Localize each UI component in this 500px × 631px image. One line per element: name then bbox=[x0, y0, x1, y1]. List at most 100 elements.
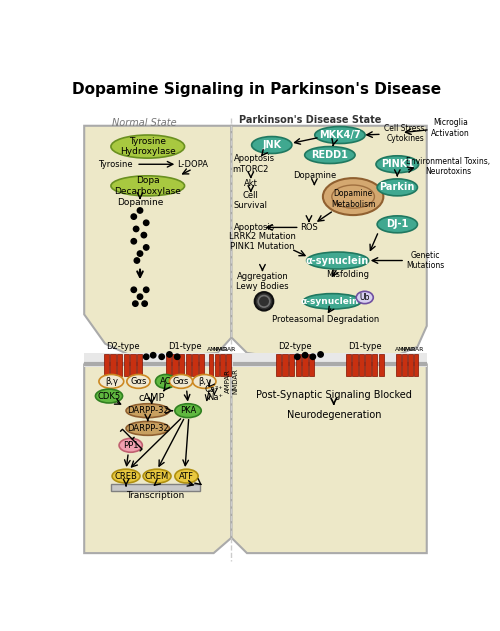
Ellipse shape bbox=[112, 469, 140, 483]
Circle shape bbox=[138, 208, 142, 213]
Circle shape bbox=[318, 351, 324, 357]
Text: Normal State: Normal State bbox=[112, 119, 176, 129]
Ellipse shape bbox=[111, 135, 184, 158]
Text: ATF: ATF bbox=[179, 471, 194, 481]
Text: LRRK2 Mutation
PINK1 Mutation: LRRK2 Mutation PINK1 Mutation bbox=[229, 232, 296, 251]
Text: Dopamine
Metabolism: Dopamine Metabolism bbox=[331, 189, 376, 209]
Bar bbox=[276, 355, 281, 376]
Bar bbox=[166, 355, 171, 376]
Circle shape bbox=[134, 227, 139, 232]
Text: Dopamine Signaling in Parkinson's Disease: Dopamine Signaling in Parkinson's Diseas… bbox=[72, 82, 441, 97]
Text: Neurodegeneration: Neurodegeneration bbox=[286, 410, 381, 420]
Text: D1-type: D1-type bbox=[168, 342, 202, 351]
Text: Microglia
Activation: Microglia Activation bbox=[432, 119, 470, 138]
Bar bbox=[130, 355, 136, 376]
Ellipse shape bbox=[119, 439, 142, 452]
Text: AMPAR: AMPAR bbox=[207, 346, 228, 351]
Ellipse shape bbox=[306, 252, 368, 269]
Text: NMDAR: NMDAR bbox=[400, 346, 423, 351]
Bar bbox=[214, 355, 219, 376]
Ellipse shape bbox=[126, 404, 170, 418]
Text: α-synuclein: α-synuclein bbox=[300, 297, 359, 306]
Bar bbox=[372, 355, 378, 376]
Text: β,γ: β,γ bbox=[198, 377, 211, 386]
Ellipse shape bbox=[143, 469, 171, 483]
Text: Dopamine: Dopamine bbox=[117, 198, 163, 207]
Ellipse shape bbox=[126, 422, 170, 435]
Ellipse shape bbox=[175, 469, 198, 483]
Text: AC: AC bbox=[160, 377, 172, 386]
Ellipse shape bbox=[304, 146, 355, 163]
Text: JNK: JNK bbox=[262, 140, 281, 150]
Circle shape bbox=[141, 232, 146, 238]
Ellipse shape bbox=[96, 389, 122, 403]
Text: CREB: CREB bbox=[114, 471, 138, 481]
Bar bbox=[402, 355, 407, 376]
Circle shape bbox=[144, 287, 149, 293]
Polygon shape bbox=[84, 126, 232, 357]
Ellipse shape bbox=[99, 374, 124, 388]
Text: D2-type: D2-type bbox=[106, 342, 140, 351]
Circle shape bbox=[302, 353, 308, 358]
Bar bbox=[309, 355, 314, 376]
Text: Gαs: Gαs bbox=[130, 377, 146, 386]
Bar bbox=[408, 355, 412, 376]
Text: CREM: CREM bbox=[145, 471, 169, 481]
Text: DJ-1: DJ-1 bbox=[386, 220, 408, 229]
Bar bbox=[104, 355, 109, 376]
Ellipse shape bbox=[175, 404, 201, 418]
Text: Tyrosine
Hydroxylase: Tyrosine Hydroxylase bbox=[120, 137, 176, 156]
Ellipse shape bbox=[376, 156, 418, 173]
Polygon shape bbox=[84, 365, 232, 553]
Bar bbox=[84, 353, 427, 367]
Text: AMPAR: AMPAR bbox=[395, 346, 416, 351]
Bar bbox=[414, 355, 418, 376]
Circle shape bbox=[142, 301, 148, 306]
Text: Apoptosis: Apoptosis bbox=[234, 223, 276, 232]
Circle shape bbox=[294, 354, 300, 360]
Text: DARPP-32: DARPP-32 bbox=[127, 424, 168, 433]
Bar bbox=[346, 355, 351, 376]
Ellipse shape bbox=[156, 374, 176, 388]
Text: cAMP: cAMP bbox=[138, 392, 165, 403]
Bar bbox=[226, 355, 231, 376]
Ellipse shape bbox=[111, 176, 184, 196]
Bar bbox=[198, 355, 204, 376]
Bar bbox=[282, 355, 288, 376]
Text: α-synuclein: α-synuclein bbox=[306, 256, 369, 266]
Text: mTORC2: mTORC2 bbox=[232, 165, 269, 174]
Text: Dopamine: Dopamine bbox=[293, 172, 336, 180]
Ellipse shape bbox=[170, 374, 192, 388]
Text: Na⁺: Na⁺ bbox=[207, 393, 223, 402]
Text: Parkin: Parkin bbox=[380, 182, 415, 192]
Text: Tyrosine: Tyrosine bbox=[98, 160, 132, 168]
Bar bbox=[172, 355, 178, 376]
Text: Akt: Akt bbox=[244, 179, 258, 188]
Ellipse shape bbox=[192, 374, 216, 388]
Ellipse shape bbox=[377, 216, 418, 233]
Text: Cell
Survival: Cell Survival bbox=[234, 191, 268, 210]
Text: PP1: PP1 bbox=[123, 441, 138, 450]
Bar bbox=[124, 355, 129, 376]
Text: Dopa
Decarboxylase: Dopa Decarboxylase bbox=[114, 176, 181, 196]
Ellipse shape bbox=[315, 127, 365, 143]
Ellipse shape bbox=[303, 293, 362, 309]
Circle shape bbox=[150, 353, 156, 358]
Ellipse shape bbox=[377, 179, 418, 196]
Text: MKK4/7: MKK4/7 bbox=[319, 130, 361, 140]
Bar bbox=[110, 355, 116, 376]
Bar bbox=[296, 355, 301, 376]
Text: Genetic
Mutations: Genetic Mutations bbox=[406, 251, 445, 270]
Bar bbox=[358, 355, 364, 376]
Bar bbox=[352, 355, 358, 376]
Text: D1-type: D1-type bbox=[348, 342, 382, 351]
Text: Environmental Toxins,
Neurotoxins: Environmental Toxins, Neurotoxins bbox=[406, 157, 490, 176]
Text: ROS: ROS bbox=[300, 223, 318, 232]
Text: NMDAR: NMDAR bbox=[212, 346, 236, 351]
Text: CDK5: CDK5 bbox=[98, 392, 120, 401]
Bar bbox=[179, 355, 184, 376]
Bar bbox=[192, 355, 198, 376]
Bar bbox=[117, 355, 122, 376]
Circle shape bbox=[138, 294, 142, 299]
Bar bbox=[220, 355, 225, 376]
